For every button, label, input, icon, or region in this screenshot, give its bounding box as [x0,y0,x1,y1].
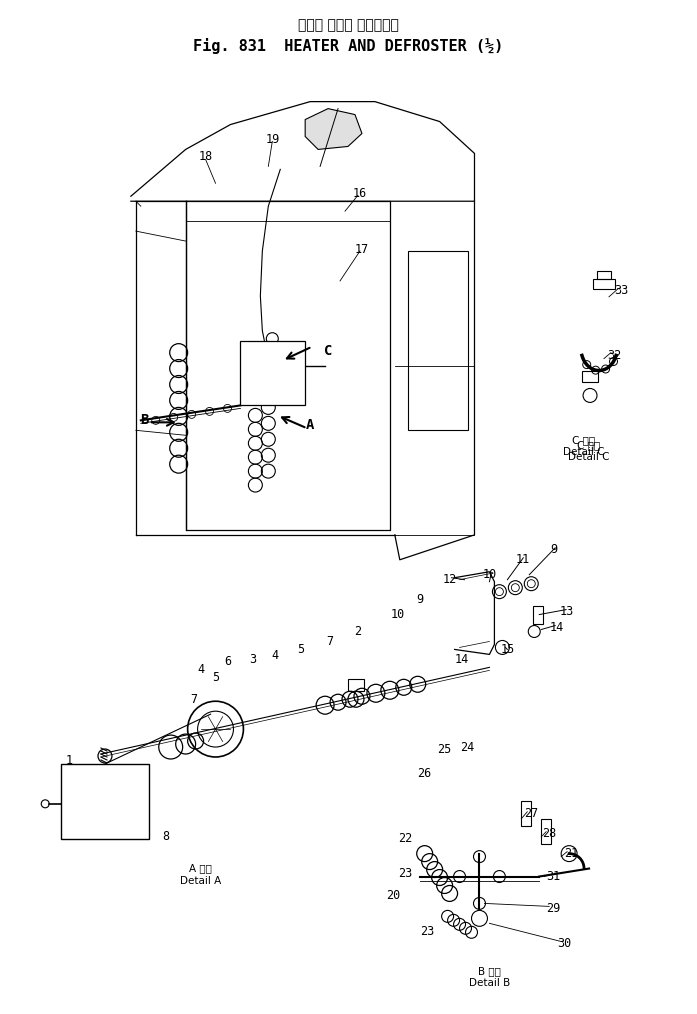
Text: 3: 3 [249,653,256,666]
Text: B 詳細: B 詳細 [478,966,501,976]
Text: Detail C: Detail C [568,452,610,462]
Bar [582,370,598,382]
Text: 26: 26 [418,768,432,781]
Text: 11: 11 [515,554,530,566]
Text: 7: 7 [190,693,197,706]
Bar [240,341,305,406]
Text: 21: 21 [564,847,579,860]
Polygon shape [305,108,362,149]
Bar [61,764,148,839]
Text: 19: 19 [265,133,279,146]
Text: 14: 14 [454,653,468,666]
Bar [348,679,364,692]
Text: 13: 13 [560,605,574,619]
Text: C 詳細: C 詳細 [572,435,596,445]
Text: 6: 6 [224,655,231,668]
Text: 33: 33 [614,284,628,297]
Text: 10: 10 [482,568,496,581]
Text: 25: 25 [438,742,452,755]
Text: Fig. 831  HEATER AND DEFROSTER (½): Fig. 831 HEATER AND DEFROSTER (½) [193,38,503,54]
Text: 27: 27 [524,807,538,820]
Text: 15: 15 [500,643,514,656]
Text: Detail A: Detail A [180,875,221,885]
Bar [408,251,468,430]
Text: 12: 12 [443,573,457,586]
Bar [597,271,611,279]
Text: 28: 28 [542,827,556,841]
Text: 16: 16 [353,187,367,200]
Text: 10: 10 [391,608,405,621]
Text: 29: 29 [546,901,560,915]
Text: 2: 2 [354,625,362,638]
Text: 24: 24 [461,740,475,753]
Text: 31: 31 [546,870,560,883]
Text: 23: 23 [398,867,412,880]
Text: C 詳細: C 詳細 [578,440,601,450]
Text: 4: 4 [272,649,279,662]
Text: 22: 22 [398,832,412,846]
Text: 7: 7 [326,635,334,648]
Text: 5: 5 [297,643,304,656]
Text: 32: 32 [607,349,621,362]
Text: B: B [139,414,148,427]
Text: 14: 14 [550,621,565,634]
Text: Detail C: Detail C [563,447,605,457]
Text: 9: 9 [551,544,558,557]
Text: 1: 1 [66,754,72,768]
Text: Detail B: Detail B [469,979,510,988]
Text: C: C [324,344,332,358]
Bar [593,279,615,289]
Text: 17: 17 [355,242,369,256]
Text: A 詳細: A 詳細 [189,864,212,874]
Bar [533,605,543,624]
Text: ヒータ および デフロスタ: ヒータ および デフロスタ [298,18,399,32]
Text: 8: 8 [162,830,169,844]
Text: 23: 23 [420,925,435,938]
Text: 9: 9 [416,593,423,606]
Text: 18: 18 [199,150,213,163]
Text: 5: 5 [212,671,219,683]
Bar [542,818,551,844]
Bar [521,801,531,825]
Text: 4: 4 [197,663,204,676]
Text: 30: 30 [557,937,572,950]
Text: 20: 20 [385,889,400,901]
Text: A: A [306,419,314,432]
